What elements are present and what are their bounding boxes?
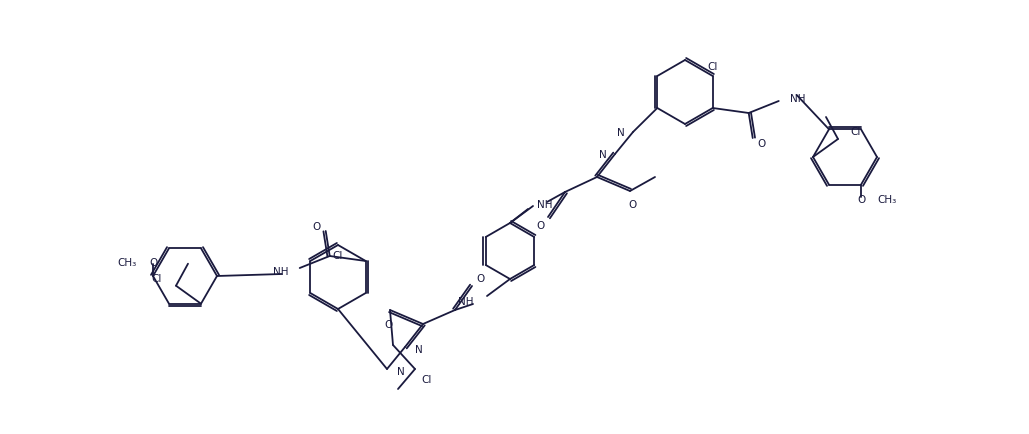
Text: O: O [149,257,157,267]
Text: N: N [415,344,423,354]
Text: O: O [857,194,865,204]
Text: O: O [757,139,766,149]
Text: O: O [536,220,544,230]
Text: NH: NH [537,200,553,210]
Text: O: O [384,319,392,329]
Text: N: N [617,128,625,138]
Text: Cl: Cl [151,273,162,283]
Text: NH: NH [458,296,473,306]
Text: N: N [397,366,404,376]
Text: Cl: Cl [708,62,718,72]
Text: Cl: Cl [422,374,432,384]
Text: N: N [599,150,607,160]
Text: NH: NH [274,266,289,276]
Text: NH: NH [789,94,806,104]
Text: O: O [475,273,484,283]
Text: O: O [313,221,321,231]
Text: CH₃: CH₃ [117,257,137,267]
Text: Cl: Cl [850,127,860,137]
Text: Cl: Cl [332,250,344,260]
Text: CH₃: CH₃ [877,194,896,204]
Text: O: O [628,200,636,210]
